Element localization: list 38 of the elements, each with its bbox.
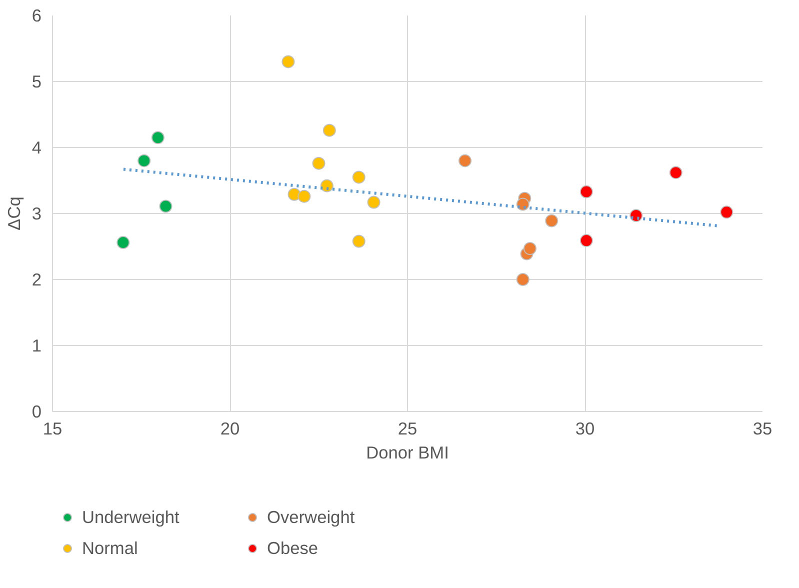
point: [312, 156, 326, 170]
y-tick-label: 5: [32, 72, 42, 92]
point: [322, 124, 336, 137]
x-tick-label: 30: [575, 418, 595, 438]
point: [720, 206, 734, 219]
point: [545, 214, 558, 228]
point: [580, 234, 593, 248]
legend-label: Overweight: [267, 506, 356, 528]
y-axis-title: ΔCq: [4, 196, 24, 230]
point: [458, 154, 472, 168]
x-tick-label: 25: [398, 418, 418, 438]
point: [282, 55, 295, 68]
x-axis-title: Donor BMI: [366, 442, 449, 462]
point: [352, 234, 366, 248]
y-tick-label: 2: [32, 270, 42, 290]
y-tick-label: 1: [32, 336, 42, 356]
legend-label: Obese: [267, 538, 320, 558]
point: [352, 170, 366, 184]
x-tick-label: 20: [220, 418, 240, 438]
legend-label: Normal: [82, 538, 139, 558]
point: [116, 236, 130, 250]
point: [138, 154, 151, 168]
point: [580, 185, 593, 198]
y-tick-label: 0: [32, 402, 42, 422]
y-tick-label: 3: [32, 204, 42, 224]
point: [367, 196, 380, 209]
x-tick-label: 15: [42, 418, 62, 438]
point: [523, 242, 536, 255]
point: [159, 200, 172, 213]
x-tick-label: 35: [752, 418, 772, 438]
point: [320, 179, 334, 192]
point: [669, 166, 682, 180]
y-tick-label: 4: [32, 138, 42, 158]
point: [151, 131, 164, 144]
y-tick-label: 6: [32, 6, 42, 26]
point: [298, 190, 311, 203]
legend-label: Underweight: [82, 506, 180, 528]
point: [516, 273, 530, 286]
